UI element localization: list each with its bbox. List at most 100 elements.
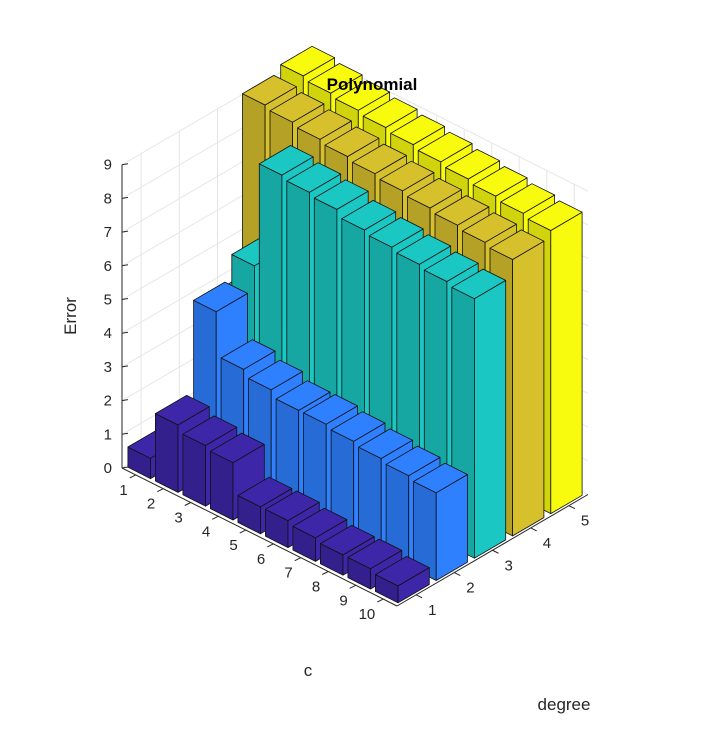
bar-top-face xyxy=(313,179,369,210)
z-tick-label: 7 xyxy=(104,224,112,241)
bar-top-face xyxy=(297,109,352,140)
x-axis-label: c xyxy=(304,661,313,680)
bar-top-face xyxy=(341,199,397,231)
bar-top-face xyxy=(368,217,424,248)
bar-top-face xyxy=(489,229,545,260)
x-tick xyxy=(129,474,136,479)
bar-top-face xyxy=(379,160,435,192)
z-tick xyxy=(121,264,129,267)
bar-top-face xyxy=(434,195,490,226)
y-tick xyxy=(415,594,423,599)
z-tick xyxy=(121,432,129,435)
z-axis-label: Error xyxy=(61,297,80,335)
z-tick-label: 4 xyxy=(104,325,112,342)
bar-top-face xyxy=(286,162,342,193)
x-tick-label: 5 xyxy=(229,537,237,554)
bar-top-face xyxy=(269,92,325,123)
chart-title: Polynomial xyxy=(327,75,418,94)
x-tick-label: 1 xyxy=(119,482,127,499)
bar-top-face xyxy=(248,359,303,391)
z-tick xyxy=(121,466,129,469)
bar-c10-degree-1 xyxy=(374,555,430,604)
y-tick xyxy=(492,549,499,554)
z-tick xyxy=(121,365,129,368)
bar-top-face xyxy=(413,462,468,494)
z-tick-label: 5 xyxy=(104,292,112,309)
x-tick xyxy=(212,515,219,520)
bar-top-face xyxy=(390,114,446,146)
bar-top-face xyxy=(527,200,583,231)
bar-side-face xyxy=(550,211,583,514)
z-tick-label: 6 xyxy=(104,258,112,275)
z-tick-label: 9 xyxy=(104,157,112,174)
y-tick xyxy=(454,572,461,576)
x-tick-label: 4 xyxy=(202,523,210,540)
bar-top-face xyxy=(275,380,331,411)
y-tick-label: 2 xyxy=(466,580,474,597)
bar-top-face xyxy=(352,143,407,175)
bar-c10-degree-2 xyxy=(413,462,468,581)
y-tick xyxy=(530,527,537,532)
z-tick xyxy=(121,230,129,233)
x-tick-label: 10 xyxy=(359,606,376,623)
z-tick-label: 0 xyxy=(104,460,112,477)
y-tick-label: 3 xyxy=(505,557,513,574)
bar-top-face xyxy=(237,476,293,508)
bar-front-face xyxy=(154,413,179,493)
x-axis-line xyxy=(121,467,398,607)
bar-top-face xyxy=(280,45,336,77)
x-tick xyxy=(239,529,246,534)
bar-top-face xyxy=(462,212,517,243)
bar-top-face xyxy=(396,234,452,265)
bar-top-face xyxy=(182,415,238,446)
bar-top-face xyxy=(324,126,380,157)
bar-top-face xyxy=(307,63,363,94)
x-tick-label: 7 xyxy=(284,565,292,582)
x-tick xyxy=(157,488,164,493)
bars xyxy=(127,45,583,604)
bar-side-face xyxy=(473,279,507,559)
z-tick-label: 2 xyxy=(104,393,112,410)
bar-c10-degree-3 xyxy=(451,268,507,559)
bar-side-face xyxy=(512,240,545,537)
bar-top-face xyxy=(220,339,276,370)
x-tick-label: 9 xyxy=(339,592,347,609)
y-tick-label: 4 xyxy=(543,535,551,552)
z-tick xyxy=(121,298,129,300)
z-tick xyxy=(121,399,129,402)
bar-top-face xyxy=(385,445,441,477)
bar-top-face xyxy=(417,131,473,163)
x-tick xyxy=(267,543,274,548)
bar-top-face xyxy=(335,80,391,111)
bar-top-face xyxy=(193,281,248,313)
x-tick xyxy=(184,502,191,506)
z-tick xyxy=(121,331,129,334)
bar-top-face xyxy=(407,177,462,209)
bar-top-face xyxy=(292,507,348,539)
y-axis-label: degree xyxy=(538,695,591,714)
z-tick-label: 3 xyxy=(104,359,112,376)
bar-top-face xyxy=(358,428,413,459)
z-tick xyxy=(121,163,129,166)
z-tick-label: 1 xyxy=(104,426,112,443)
bar-top-face xyxy=(242,75,297,106)
bar-top-face xyxy=(451,268,507,300)
x-tick-label: 8 xyxy=(312,579,320,596)
bar-top-face xyxy=(209,432,265,464)
bar-top-face xyxy=(347,538,403,570)
bar-front-face xyxy=(209,450,234,521)
bar-top-face xyxy=(319,524,375,556)
z-tick-label: 8 xyxy=(104,190,112,207)
bar-top-face xyxy=(330,411,386,442)
x-tick-label: 2 xyxy=(147,496,155,513)
x-tick-label: 6 xyxy=(257,551,265,568)
z-tick xyxy=(121,196,129,199)
bar-top-face xyxy=(472,166,528,197)
x-tick-label: 3 xyxy=(174,510,182,527)
bar-top-face xyxy=(374,555,430,587)
x-tick xyxy=(377,598,384,603)
bar-top-face xyxy=(362,97,418,128)
bar-top-face xyxy=(500,183,555,214)
bar-top-face xyxy=(154,394,210,426)
